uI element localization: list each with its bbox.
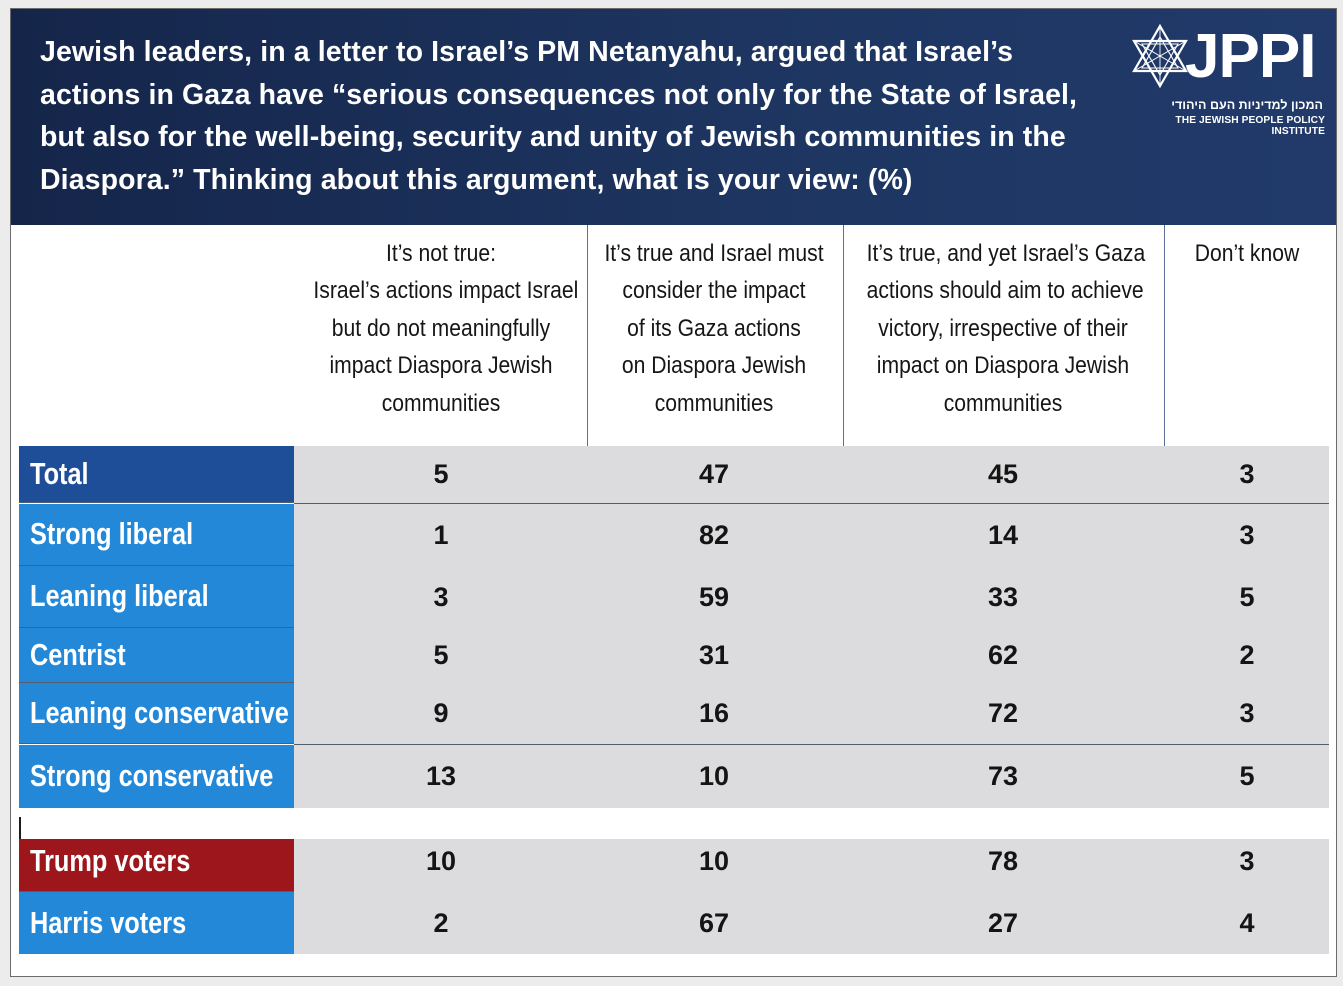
- value-cell: 47: [698, 459, 730, 489]
- row-label: Centrist: [19, 628, 294, 683]
- row-label: Harris voters: [19, 892, 294, 954]
- star-of-david-icon: [1132, 23, 1188, 89]
- table-row: Harris voters 2 67 27 4: [19, 892, 1329, 954]
- row-label-text: Harris voters: [30, 905, 187, 940]
- value-cell: 31: [698, 640, 730, 670]
- table-row: Total 5 47 45 3: [19, 446, 1329, 504]
- row-values: 13 10 73 5: [294, 745, 1329, 808]
- row-values: 5 47 45 3: [294, 446, 1329, 504]
- column-header-line: on Diaspora Jewish: [621, 352, 807, 380]
- row-values: 9 16 72 3: [294, 683, 1329, 745]
- value-cell: 9: [433, 698, 449, 728]
- value-cell: 27: [987, 907, 1019, 938]
- value-cell: 13: [425, 761, 457, 791]
- column-header-line: impact on Diaspora Jewish: [876, 352, 1130, 380]
- column-header-line: impact Diaspora Jewish: [329, 352, 553, 380]
- value-cell: 5: [433, 459, 449, 489]
- table-row: Strong conservative 13 10 73 5: [19, 745, 1329, 808]
- column-divider: [843, 225, 844, 455]
- value-cell: 82: [698, 519, 730, 550]
- jppi-logo: JPPI המכון למדיניות העם היהודי THE JEWIS…: [1123, 21, 1328, 137]
- table-row: Strong liberal 1 82 14 3: [19, 504, 1329, 567]
- column-header-line: of its Gaza actions: [627, 314, 801, 342]
- column-divider: [587, 225, 588, 455]
- value-cell: 5: [1239, 761, 1255, 791]
- column-header-line: communities: [943, 389, 1063, 417]
- value-cell: 2: [1239, 640, 1255, 670]
- value-cell: 5: [1239, 581, 1255, 612]
- group-gap: [19, 817, 1329, 839]
- row-label-text: Total: [30, 456, 89, 491]
- column-header-line: but do not meaningfully: [331, 314, 551, 342]
- value-cell: 14: [987, 519, 1019, 550]
- value-cell: 33: [987, 581, 1019, 612]
- row-label-text: Strong conservative: [30, 759, 274, 793]
- value-cell: 16: [698, 698, 730, 728]
- column-header-1: It’s not true: Israel’s actions impact Is…: [313, 235, 579, 422]
- value-cell: 3: [1239, 519, 1255, 550]
- column-header-line: consider the impact: [622, 277, 806, 305]
- value-cell: 1: [433, 519, 449, 550]
- row-values: 3 59 33 5: [294, 566, 1329, 629]
- column-header-line: It’s true, and yet Israel’s Gaza: [866, 240, 1146, 267]
- row-values: 10 10 78 3: [294, 831, 1329, 893]
- row-label: Trump voters: [19, 831, 294, 892]
- value-cell: 2: [433, 907, 449, 938]
- column-header-line: Israel’s actions impact Israel: [313, 277, 579, 305]
- value-cell: 10: [698, 761, 730, 791]
- table-row: Leaning conservative 9 16 72 3: [19, 683, 1329, 745]
- table-row: Centrist 5 31 62 2: [19, 628, 1329, 684]
- column-header-line: Don’t know: [1194, 240, 1300, 267]
- column-header-2: It’s true and Israel must consider the im…: [595, 235, 833, 422]
- value-cell: 73: [987, 761, 1019, 791]
- row-label-text: Leaning conservative: [30, 695, 289, 730]
- value-cell: 59: [698, 581, 730, 612]
- value-cell: 78: [987, 846, 1019, 876]
- column-header-line: It’s true and Israel must: [604, 240, 824, 267]
- table-row: Trump voters 10 10 78 3: [19, 831, 1329, 893]
- value-cell: 3: [1239, 698, 1255, 728]
- row-label-text: Centrist: [30, 637, 126, 672]
- row-label-text: Trump voters: [30, 843, 191, 878]
- column-header-3: It’s true, and yet Israel’s Gaza actions …: [866, 235, 1146, 422]
- table-row: Leaning liberal 3 59 33 5: [19, 566, 1329, 629]
- row-label-text: Strong liberal: [30, 517, 194, 551]
- value-cell: 72: [987, 698, 1019, 728]
- row-label: Strong conservative: [19, 745, 294, 808]
- column-header-line: It’s not true:: [386, 240, 496, 267]
- row-label: Leaning liberal: [19, 566, 294, 628]
- value-cell: 45: [987, 459, 1019, 489]
- column-header-line: communities: [654, 389, 774, 417]
- column-header-4: Don’t know: [1172, 235, 1322, 272]
- value-cell: 5: [433, 640, 449, 670]
- row-values: 1 82 14 3: [294, 504, 1329, 567]
- row-label: Leaning conservative: [19, 683, 294, 744]
- gap-marker: [19, 817, 21, 839]
- value-cell: 10: [425, 846, 457, 876]
- chart-title: Jewish leaders, in a letter to Israel’s …: [40, 36, 1078, 196]
- row-label: Total: [19, 446, 294, 503]
- chart-frame: Jewish leaders, in a letter to Israel’s …: [10, 8, 1337, 977]
- value-cell: 67: [698, 907, 730, 938]
- logo-english-name: THE JEWISH PEOPLE POLICY INSTITUTE: [1175, 115, 1325, 137]
- value-cell: 10: [698, 846, 730, 876]
- logo-wordmark: JPPI: [1185, 22, 1316, 91]
- value-cell: 3: [1239, 459, 1255, 489]
- value-cell: 3: [1239, 846, 1255, 876]
- value-cell: 4: [1239, 907, 1255, 938]
- value-cell: 62: [987, 640, 1019, 670]
- column-header-line: communities: [381, 389, 501, 417]
- column-header-line: victory, irrespective of their: [878, 314, 1128, 342]
- row-label-text: Leaning liberal: [30, 579, 209, 613]
- value-cell: 3: [433, 581, 449, 612]
- column-divider: [1164, 225, 1165, 455]
- logo-hebrew-name: המכון למדיניות העם היהודי: [1171, 98, 1323, 112]
- row-label: Strong liberal: [19, 504, 294, 566]
- header-banner: Jewish leaders, in a letter to Israel’s …: [11, 9, 1336, 225]
- row-values: 2 67 27 4: [294, 892, 1329, 954]
- row-values: 5 31 62 2: [294, 628, 1329, 684]
- column-header-line: actions should aim to achieve: [866, 277, 1144, 305]
